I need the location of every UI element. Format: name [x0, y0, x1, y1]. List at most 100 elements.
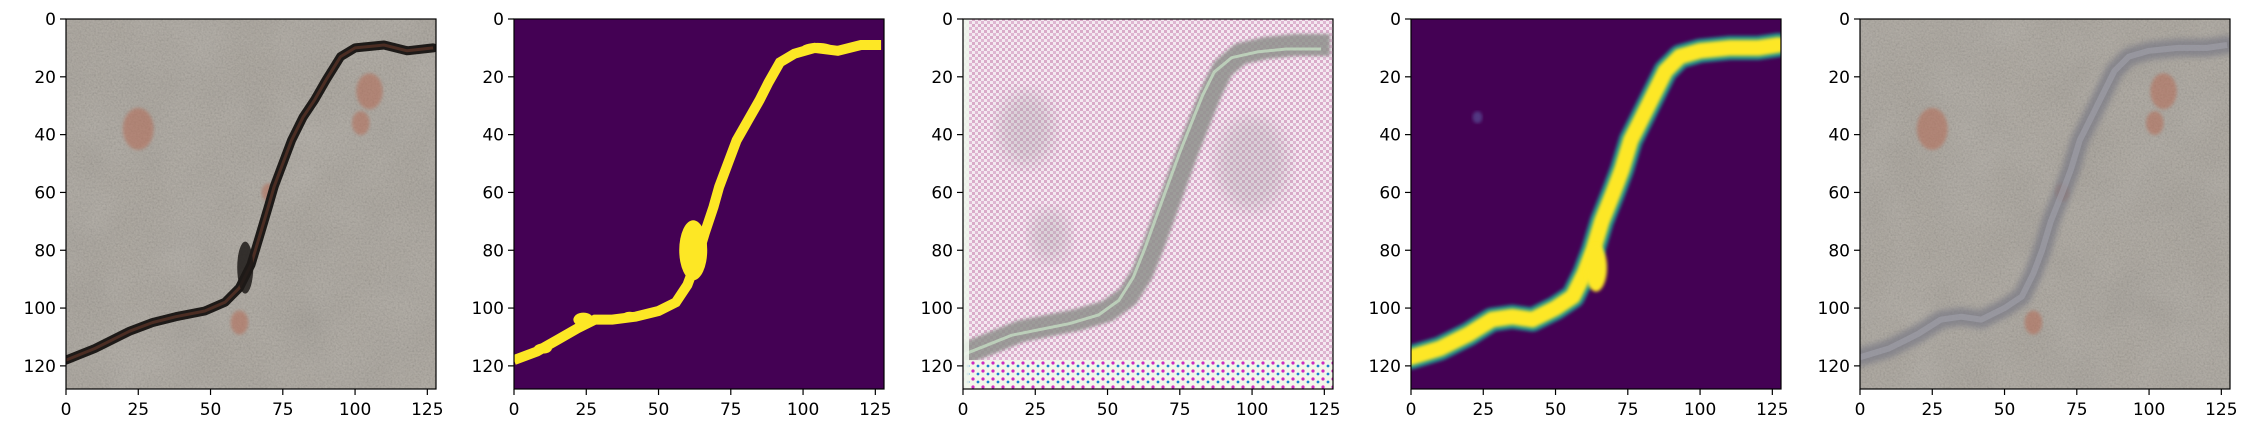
x-tick-label: 25 — [1921, 400, 1943, 420]
y-tick-label: 0 — [1390, 10, 1401, 30]
y-tick-label: 40 — [34, 126, 56, 146]
x-tick-label: 125 — [411, 400, 443, 420]
crack-edge — [66, 43, 434, 362]
y-tick-label: 120 — [472, 357, 504, 377]
y-tick-label: 80 — [34, 241, 56, 261]
prob-crack-bulge — [1585, 243, 1607, 292]
texture-shadow — [1216, 116, 1289, 211]
y-tick-label: 120 — [24, 357, 56, 377]
stain-mark — [122, 107, 154, 150]
stain-mark — [356, 73, 383, 110]
x-tick-label: 25 — [1472, 400, 1494, 420]
prob-crack — [1411, 37, 1781, 366]
y-tick-label: 80 — [482, 241, 504, 261]
y-tick-label: 0 — [1839, 10, 1850, 30]
y-tick-label: 60 — [1828, 183, 1850, 203]
axes-frame — [1859, 18, 2231, 390]
generated-crack-band — [963, 34, 1331, 365]
panel-3: 0 25 50 75 100 125 0 20 40 60 80 100 120 — [921, 10, 1341, 420]
y-tick-label: 120 — [1369, 357, 1401, 377]
x-tick-label: 50 — [1994, 400, 2016, 420]
y-tick-label: 20 — [1828, 68, 1850, 88]
mask-blob — [533, 343, 552, 354]
crack-gap — [237, 241, 254, 294]
mask-crack — [514, 40, 882, 365]
x-tick-label: 100 — [1236, 400, 1268, 420]
y-tick-label: 120 — [921, 357, 953, 377]
y-tick-label: 20 — [482, 68, 504, 88]
panel-3-image — [963, 19, 1333, 389]
y-tick-label: 40 — [1828, 126, 1850, 146]
panel-2-image — [514, 19, 884, 389]
x-tick-label: 25 — [127, 400, 149, 420]
y-tick-label: 60 — [1379, 183, 1401, 203]
x-tick-label: 125 — [1756, 400, 1788, 420]
y-tick-label: 100 — [472, 299, 504, 319]
x-tick-label: 25 — [1024, 400, 1046, 420]
y-tick-label: 80 — [1379, 241, 1401, 261]
texture-shadow — [1029, 209, 1070, 262]
generated-crack-edge — [963, 47, 1322, 357]
x-tick-label: 25 — [575, 400, 597, 420]
generated-edge-left — [963, 19, 969, 389]
x-tick-label: 75 — [1169, 400, 1191, 420]
stain-mark — [2146, 111, 2164, 136]
y-tick-label: 100 — [1369, 299, 1401, 319]
x-tick-label: 50 — [200, 400, 222, 420]
y-tick-label: 80 — [931, 241, 953, 261]
axes-frame — [1410, 18, 1782, 390]
x-tick-label: 50 — [648, 400, 670, 420]
y-tick-label: 60 — [931, 183, 953, 203]
x-tick-label: 125 — [1308, 400, 1340, 420]
y-tick-label: 100 — [1818, 299, 1850, 319]
y-tick-label: 0 — [45, 10, 56, 30]
y-tick-label: 100 — [24, 299, 56, 319]
y-tick-label: 60 — [482, 183, 504, 203]
y-tick-label: 80 — [1828, 241, 1850, 261]
y-tick-label: 20 — [34, 68, 56, 88]
y-tick-label: 40 — [1379, 126, 1401, 146]
x-tick-label: 100 — [2133, 400, 2165, 420]
x-tick-label: 50 — [1545, 400, 1567, 420]
panel-5: 0 25 50 75 100 125 0 20 40 60 80 100 120 — [1818, 10, 2238, 420]
x-tick-label: 125 — [2205, 400, 2237, 420]
x-tick-label: 75 — [272, 400, 294, 420]
panel-4-image — [1411, 19, 1781, 389]
axes-frame — [513, 18, 885, 390]
x-tick-label: 100 — [787, 400, 819, 420]
generated-artifact-band — [963, 360, 1333, 389]
texture-shadow — [998, 92, 1055, 166]
y-tick-label: 40 — [931, 126, 953, 146]
stain-mark — [352, 111, 370, 136]
stain-mark — [1916, 107, 1948, 150]
y-tick-label: 40 — [482, 126, 504, 146]
y-tick-label: 60 — [34, 183, 56, 203]
x-tick-label: 75 — [1617, 400, 1639, 420]
x-tick-label: 0 — [1406, 400, 1417, 420]
x-tick-label: 0 — [61, 400, 72, 420]
x-tick-label: 75 — [2066, 400, 2088, 420]
crack-overlay-core — [1860, 42, 2228, 361]
x-tick-label: 50 — [1097, 400, 1119, 420]
stain-mark — [2024, 310, 2043, 335]
x-tick-label: 100 — [1684, 400, 1716, 420]
axes-frame — [65, 18, 437, 390]
stain-mark — [230, 310, 249, 335]
x-tick-label: 75 — [720, 400, 742, 420]
panel-4: 0 25 50 75 100 125 0 20 40 60 80 100 120 — [1369, 10, 1789, 420]
x-tick-label: 125 — [859, 400, 891, 420]
mask-blob — [801, 42, 834, 53]
mask-blob — [573, 312, 594, 327]
panel-1-image — [66, 19, 436, 389]
prob-spot — [1472, 111, 1483, 124]
y-tick-label: 120 — [1818, 357, 1850, 377]
axes-frame — [962, 18, 1334, 390]
mask-blob — [621, 311, 638, 322]
panel-5-image — [1860, 19, 2230, 389]
y-tick-label: 0 — [493, 10, 504, 30]
x-tick-label: 0 — [509, 400, 520, 420]
x-tick-label: 100 — [339, 400, 371, 420]
y-tick-label: 100 — [921, 299, 953, 319]
panel-2: 0 25 50 75 100 125 0 20 40 60 80 100 120 — [472, 10, 892, 420]
